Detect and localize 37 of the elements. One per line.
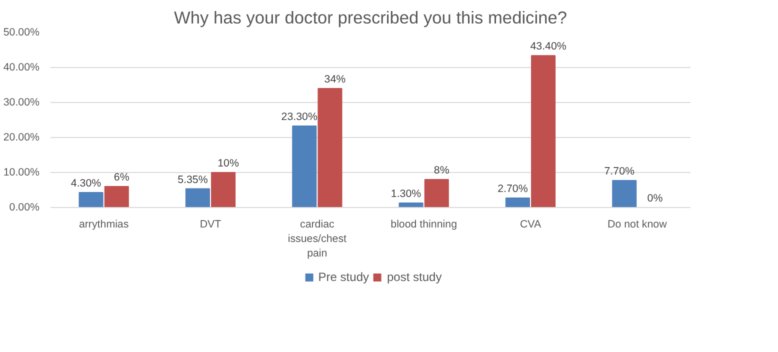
y-tick-label: 10.00% xyxy=(3,166,40,178)
data-label: 10% xyxy=(218,158,240,170)
legend-label: Pre study xyxy=(318,270,369,284)
bar xyxy=(318,88,342,208)
data-label: 43.40% xyxy=(530,40,567,53)
data-label: 8% xyxy=(434,164,450,176)
data-label: 1.30% xyxy=(390,188,422,200)
bar xyxy=(505,198,530,208)
bar xyxy=(78,192,104,208)
data-label: 6% xyxy=(114,172,130,184)
x-tick-label: arrythmias xyxy=(78,218,129,230)
data-label: 5.35% xyxy=(178,174,208,186)
data-label: 4.30% xyxy=(70,177,102,190)
x-tick-label: DVT xyxy=(200,218,222,230)
y-tick-label: 50.00% xyxy=(3,26,40,38)
y-tick-label: 20.00% xyxy=(3,132,40,144)
data-label: 2.70% xyxy=(498,183,528,196)
y-tick-label: 40.00% xyxy=(3,62,40,74)
data-label: 0% xyxy=(647,192,664,204)
bar xyxy=(104,186,129,208)
data-label: 34% xyxy=(324,74,346,86)
data-label: 7.70% xyxy=(604,166,635,178)
bar xyxy=(185,188,210,208)
x-tick-label: Do not know xyxy=(608,218,668,230)
data-label: 23.30% xyxy=(281,110,318,123)
bar xyxy=(211,172,236,208)
y-tick-label: 0.00% xyxy=(9,202,40,214)
x-tick-label: cardiac issues/chest pain xyxy=(288,218,347,260)
bar xyxy=(292,125,317,208)
legend-label: post study xyxy=(387,270,442,284)
bar xyxy=(424,179,449,208)
bar xyxy=(531,55,556,208)
y-tick-label: 30.00% xyxy=(3,96,40,108)
x-tick-label: blood thinning xyxy=(390,218,458,230)
x-tick-label: CVA xyxy=(520,218,542,230)
bar xyxy=(612,180,637,208)
chart-title: Why has your doctor prescribed you this medicine? xyxy=(174,8,567,28)
